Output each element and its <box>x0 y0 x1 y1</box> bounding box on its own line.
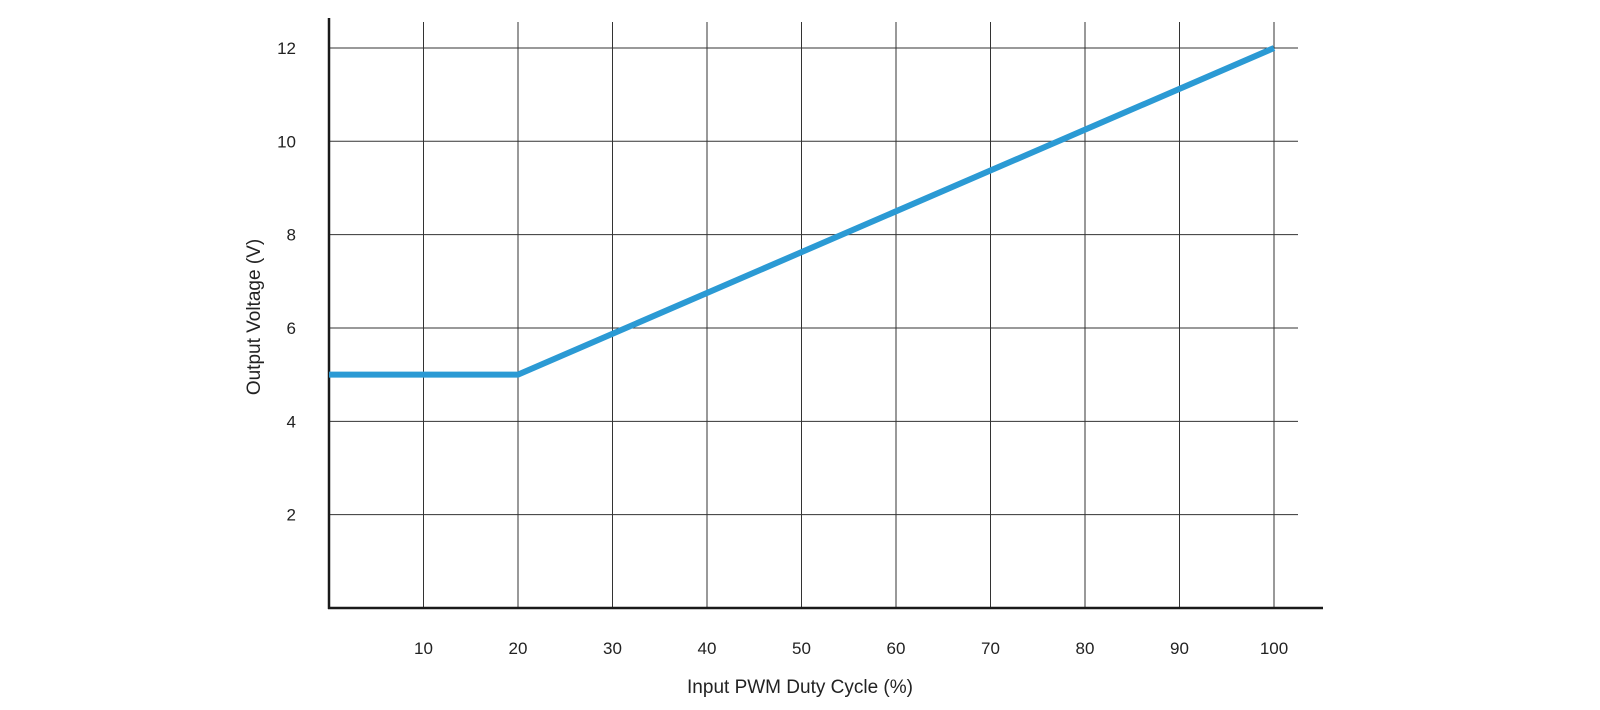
x-tick-label: 100 <box>1260 639 1288 658</box>
horizontal-gridlines <box>329 47 1298 516</box>
x-tick-label: 70 <box>981 639 1000 658</box>
y-axis-title: Output Voltage (V) <box>244 239 265 395</box>
x-tick-label: 20 <box>509 639 528 658</box>
x-tick-label: 30 <box>603 639 622 658</box>
y-tick-label: 8 <box>287 226 296 245</box>
y-tick-label: 6 <box>287 319 296 338</box>
series-layer <box>329 45 1276 378</box>
x-tick-label: 40 <box>698 639 717 658</box>
y-tick-label: 2 <box>287 506 296 525</box>
y-tick-labels: 2 4 6 8 10 12 <box>277 39 296 525</box>
x-tick-label: 60 <box>887 639 906 658</box>
y-tick-label: 12 <box>277 39 296 58</box>
series-line-0 <box>329 45 1276 378</box>
y-tick-label: 4 <box>287 412 296 431</box>
x-tick-label: 90 <box>1170 639 1189 658</box>
x-axis-title: Input PWM Duty Cycle (%) <box>687 677 913 698</box>
x-tick-label: 80 <box>1076 639 1095 658</box>
x-tick-label: 50 <box>792 639 811 658</box>
y-tick-label: 10 <box>277 132 296 151</box>
x-tick-labels: 10 20 30 40 50 60 70 80 90 100 <box>414 639 1288 658</box>
vertical-gridlines <box>423 22 1275 608</box>
x-tick-label: 10 <box>414 639 433 658</box>
